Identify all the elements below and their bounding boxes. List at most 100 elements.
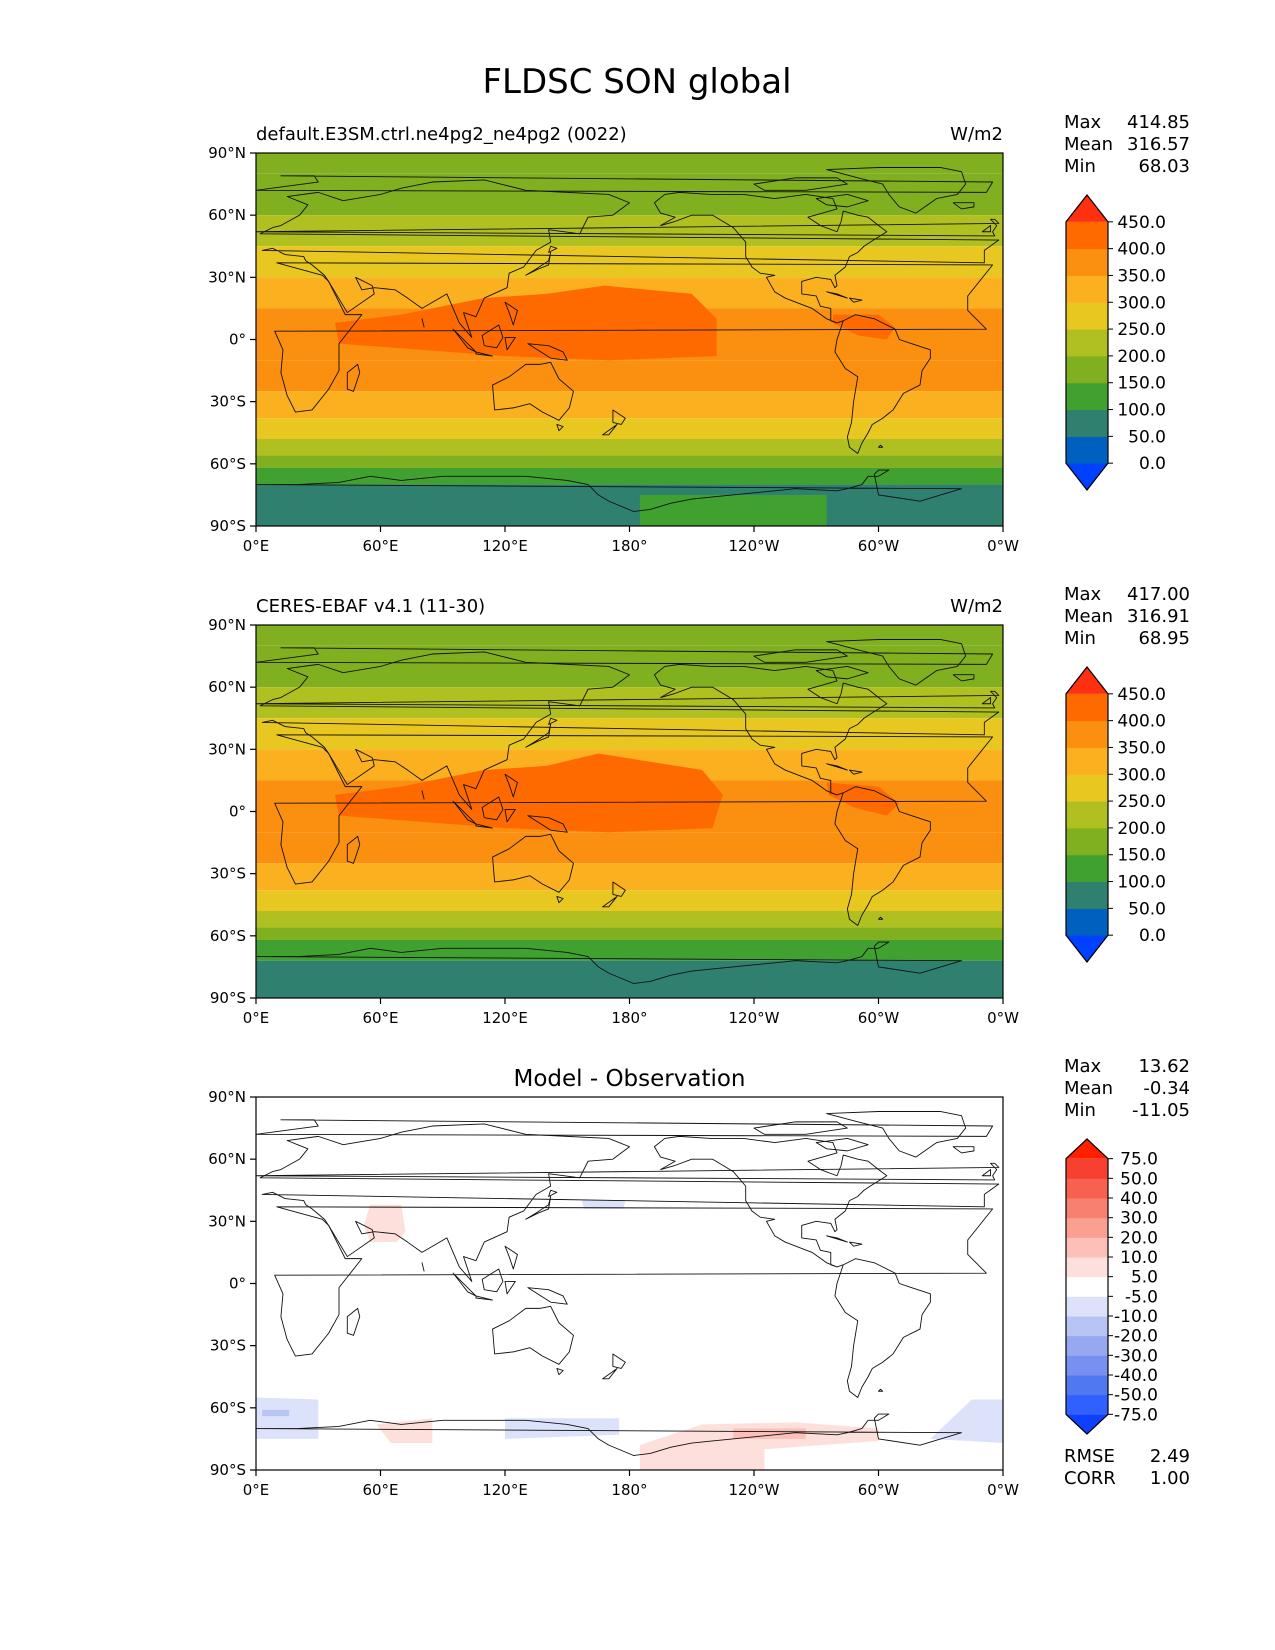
field-region-3: [639, 494, 827, 526]
colorbar-segment: [1066, 1198, 1108, 1219]
coastline-5: [981, 1169, 991, 1177]
stat-mean-label: Mean: [1064, 134, 1113, 155]
coastline-22: [826, 1111, 967, 1158]
lon-tick-label: 60°E: [362, 1481, 398, 1499]
colorbar-segment: [1066, 827, 1108, 856]
coastline-3: [256, 175, 994, 193]
lon-tick-label: 120°W: [729, 537, 780, 555]
coastline-8: [556, 896, 564, 904]
stat-max-value: 414.85: [1127, 112, 1190, 133]
lon-tick-label: 120°E: [482, 1481, 528, 1499]
colorbar-tick-label: 20.0: [1120, 1228, 1158, 1248]
lat-tick-label: 90°N: [208, 616, 246, 634]
coastline-3: [256, 1119, 994, 1137]
lon-tick-label: 120°W: [729, 1009, 780, 1027]
lon-tick-label: 0°E: [243, 1009, 270, 1027]
colorbar-tick-label: 450.0: [1117, 213, 1166, 233]
lon-tick-label: 0°W: [987, 1481, 1019, 1499]
coastline-27: [849, 1241, 863, 1247]
lat-tick-label: 30°S: [210, 393, 246, 411]
zonal-band-8: [256, 391, 1003, 419]
coastline-17: [525, 252, 552, 276]
coastline-25: [815, 193, 869, 208]
colorbar-tick-label: 75.0: [1120, 1150, 1158, 1170]
stat-max-value: 13.62: [1138, 1056, 1190, 1077]
colorbar-tick-label: 150.0: [1117, 846, 1166, 866]
coastline-1: [274, 1206, 994, 1357]
coastline-15: [504, 336, 516, 351]
coastline-29: [256, 941, 962, 984]
stat-rmse-value: 2.49: [1150, 1446, 1190, 1467]
colorbar-segment: [1066, 1257, 1108, 1278]
coastline-27: [849, 769, 863, 775]
coastline-5: [981, 225, 991, 233]
colorbar-segment: [1066, 693, 1108, 722]
colorbar-tick-label: 50.0: [1120, 1169, 1158, 1189]
colorbar-tick-label: -75.0: [1114, 1405, 1158, 1425]
stat-min-value: 68.03: [1138, 156, 1190, 177]
colorbar-tick-label: 250.0: [1117, 792, 1166, 812]
colorbar-tick-label: -10.0: [1114, 1307, 1158, 1327]
coastline-2: [259, 1123, 1000, 1282]
stat-min-label: Min: [1064, 628, 1096, 649]
lat-tick-label: 30°N: [208, 1212, 246, 1230]
colorbar-tick-label: 200.0: [1117, 819, 1166, 839]
zonal-band-1: [256, 153, 1003, 174]
field-region-1: [334, 753, 723, 833]
lat-tick-label: 60°S: [210, 455, 246, 473]
colorbar-tick-label: 0.0: [1139, 926, 1166, 946]
coastline-4: [256, 218, 1000, 237]
stat-max-label: Max: [1064, 584, 1102, 605]
coastline-11: [527, 1287, 568, 1305]
lat-tick-label: 90°S: [210, 517, 246, 535]
field-region-2: [832, 314, 896, 340]
panel-subtitle: Model - Observation: [513, 1066, 745, 1092]
coastline-16: [504, 773, 518, 798]
zonal-band-7: [256, 360, 1003, 392]
coastline-13: [452, 328, 477, 353]
colorbar-segment: [1066, 881, 1108, 909]
lon-tick-label: 60°W: [858, 537, 900, 555]
panel-subtitle: default.E3SM.ctrl.ne4pg2_ne4pg2 (0022): [256, 124, 627, 145]
colorbar-tick-label: 5.0: [1131, 1268, 1158, 1288]
zonal-band-9: [256, 890, 1003, 911]
field-region-8: [733, 1428, 806, 1439]
panel-units: W/m2: [950, 124, 1003, 145]
coastline-1: [274, 734, 994, 885]
lon-tick-label: 0°E: [243, 1481, 270, 1499]
stat-max-label: Max: [1064, 112, 1102, 133]
coastline-23: [952, 674, 975, 682]
coastline-18: [548, 717, 558, 725]
coastline-26: [826, 1235, 848, 1243]
zonal-band-13: [256, 484, 1003, 526]
zonal-band-1: [256, 625, 1003, 646]
colorbar-extend-low: [1066, 935, 1108, 962]
coastline-17: [525, 1196, 552, 1220]
colorbar-extend-high: [1066, 667, 1108, 694]
field-region-2: [581, 1200, 626, 1209]
coastline-27: [849, 297, 863, 303]
colorbar-segment: [1066, 1237, 1108, 1258]
lon-tick-label: 60°E: [362, 1009, 398, 1027]
coastline-6: [346, 363, 361, 392]
coastline-7: [492, 833, 574, 893]
lat-tick-label: 30°S: [210, 1337, 246, 1355]
lat-tick-label: 60°S: [210, 1399, 246, 1417]
stat-rmse-label: RMSE: [1064, 1446, 1115, 1467]
colorbar-segment: [1066, 221, 1108, 250]
zonal-band-11: [256, 455, 1003, 468]
coastline-9: [612, 409, 626, 425]
panel-subtitle: CERES-EBAF v4.1 (11-30): [256, 596, 485, 617]
field-region-4: [262, 1409, 290, 1417]
coastline-28: [878, 916, 884, 920]
stat-mean-value: -0.34: [1143, 1078, 1190, 1099]
zonal-band-13: [256, 960, 1003, 998]
colorbar-segment: [1066, 908, 1108, 936]
zonal-band-12: [256, 939, 1003, 961]
coastline-20: [653, 663, 888, 796]
coastline-8: [556, 424, 564, 432]
coastline-24: [753, 177, 848, 191]
coastline-14: [475, 351, 493, 357]
coastline-21: [834, 1258, 931, 1398]
